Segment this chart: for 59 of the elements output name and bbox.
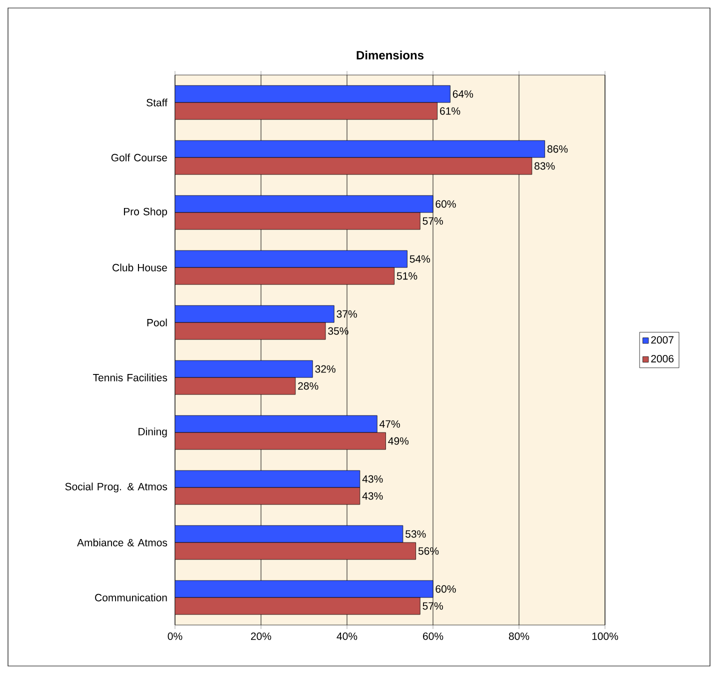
data-label: 51% (396, 272, 418, 280)
y-tick-label: Ambiance & Atmos (77, 538, 168, 546)
bar (175, 305, 334, 323)
data-label: 43% (362, 475, 383, 483)
data-label: 56% (418, 547, 439, 555)
data-label: 57% (422, 217, 443, 225)
data-label: 35% (328, 327, 348, 335)
chart-title: Dimensions (356, 50, 424, 60)
bar (175, 157, 532, 175)
x-tick-label: 40% (336, 632, 358, 640)
legend-label: 2006 (651, 355, 674, 362)
data-label: 53% (406, 530, 426, 538)
data-label: 60% (436, 200, 456, 208)
y-tick-label: Tennis Facilities (93, 374, 168, 382)
y-tick-label: Communication (95, 594, 167, 602)
bar (175, 267, 394, 285)
bar (175, 212, 420, 230)
y-tick-label: Pro Shop (124, 208, 168, 218)
bar (175, 525, 404, 543)
bar (175, 360, 313, 378)
bar (175, 377, 296, 395)
bar (175, 250, 408, 268)
data-label: 54% (410, 255, 430, 263)
data-label: 28% (298, 382, 318, 390)
y-tick-label: Dining (138, 428, 167, 438)
bar (175, 415, 378, 433)
data-label: 83% (534, 162, 555, 170)
y-tick-label: Pool (147, 318, 167, 326)
x-tick-label: 60% (423, 632, 444, 640)
bar (175, 470, 360, 488)
x-tick-label: 20% (251, 632, 272, 640)
data-label: 60% (436, 585, 456, 593)
data-label: 37% (336, 310, 357, 318)
data-label: 47% (380, 420, 400, 428)
bar (175, 322, 326, 340)
bar (175, 85, 450, 103)
bar (175, 580, 434, 598)
x-tick-label: 100% (592, 632, 618, 640)
data-label: 86% (547, 145, 568, 153)
legend-label: 2007 (651, 336, 674, 344)
bar (175, 487, 360, 505)
bar (175, 597, 420, 615)
y-tick-label: Social Prog. & Atmos (65, 482, 168, 492)
bar (175, 432, 386, 450)
y-tick-label: Golf Course (111, 154, 168, 162)
data-label: 57% (422, 602, 443, 610)
data-label: 61% (440, 107, 460, 115)
data-label: 64% (452, 90, 474, 98)
data-label: 43% (362, 492, 383, 500)
bar (175, 140, 546, 158)
y-tick-label: Staff (146, 98, 168, 106)
x-tick-label: 80% (508, 632, 530, 640)
x-tick-label: 0% (168, 632, 182, 640)
bar (175, 195, 434, 213)
bar (175, 542, 416, 560)
data-label: 49% (388, 437, 409, 445)
y-tick-label: Club House (112, 264, 167, 272)
bar (175, 102, 438, 120)
data-label: 32% (315, 365, 336, 373)
